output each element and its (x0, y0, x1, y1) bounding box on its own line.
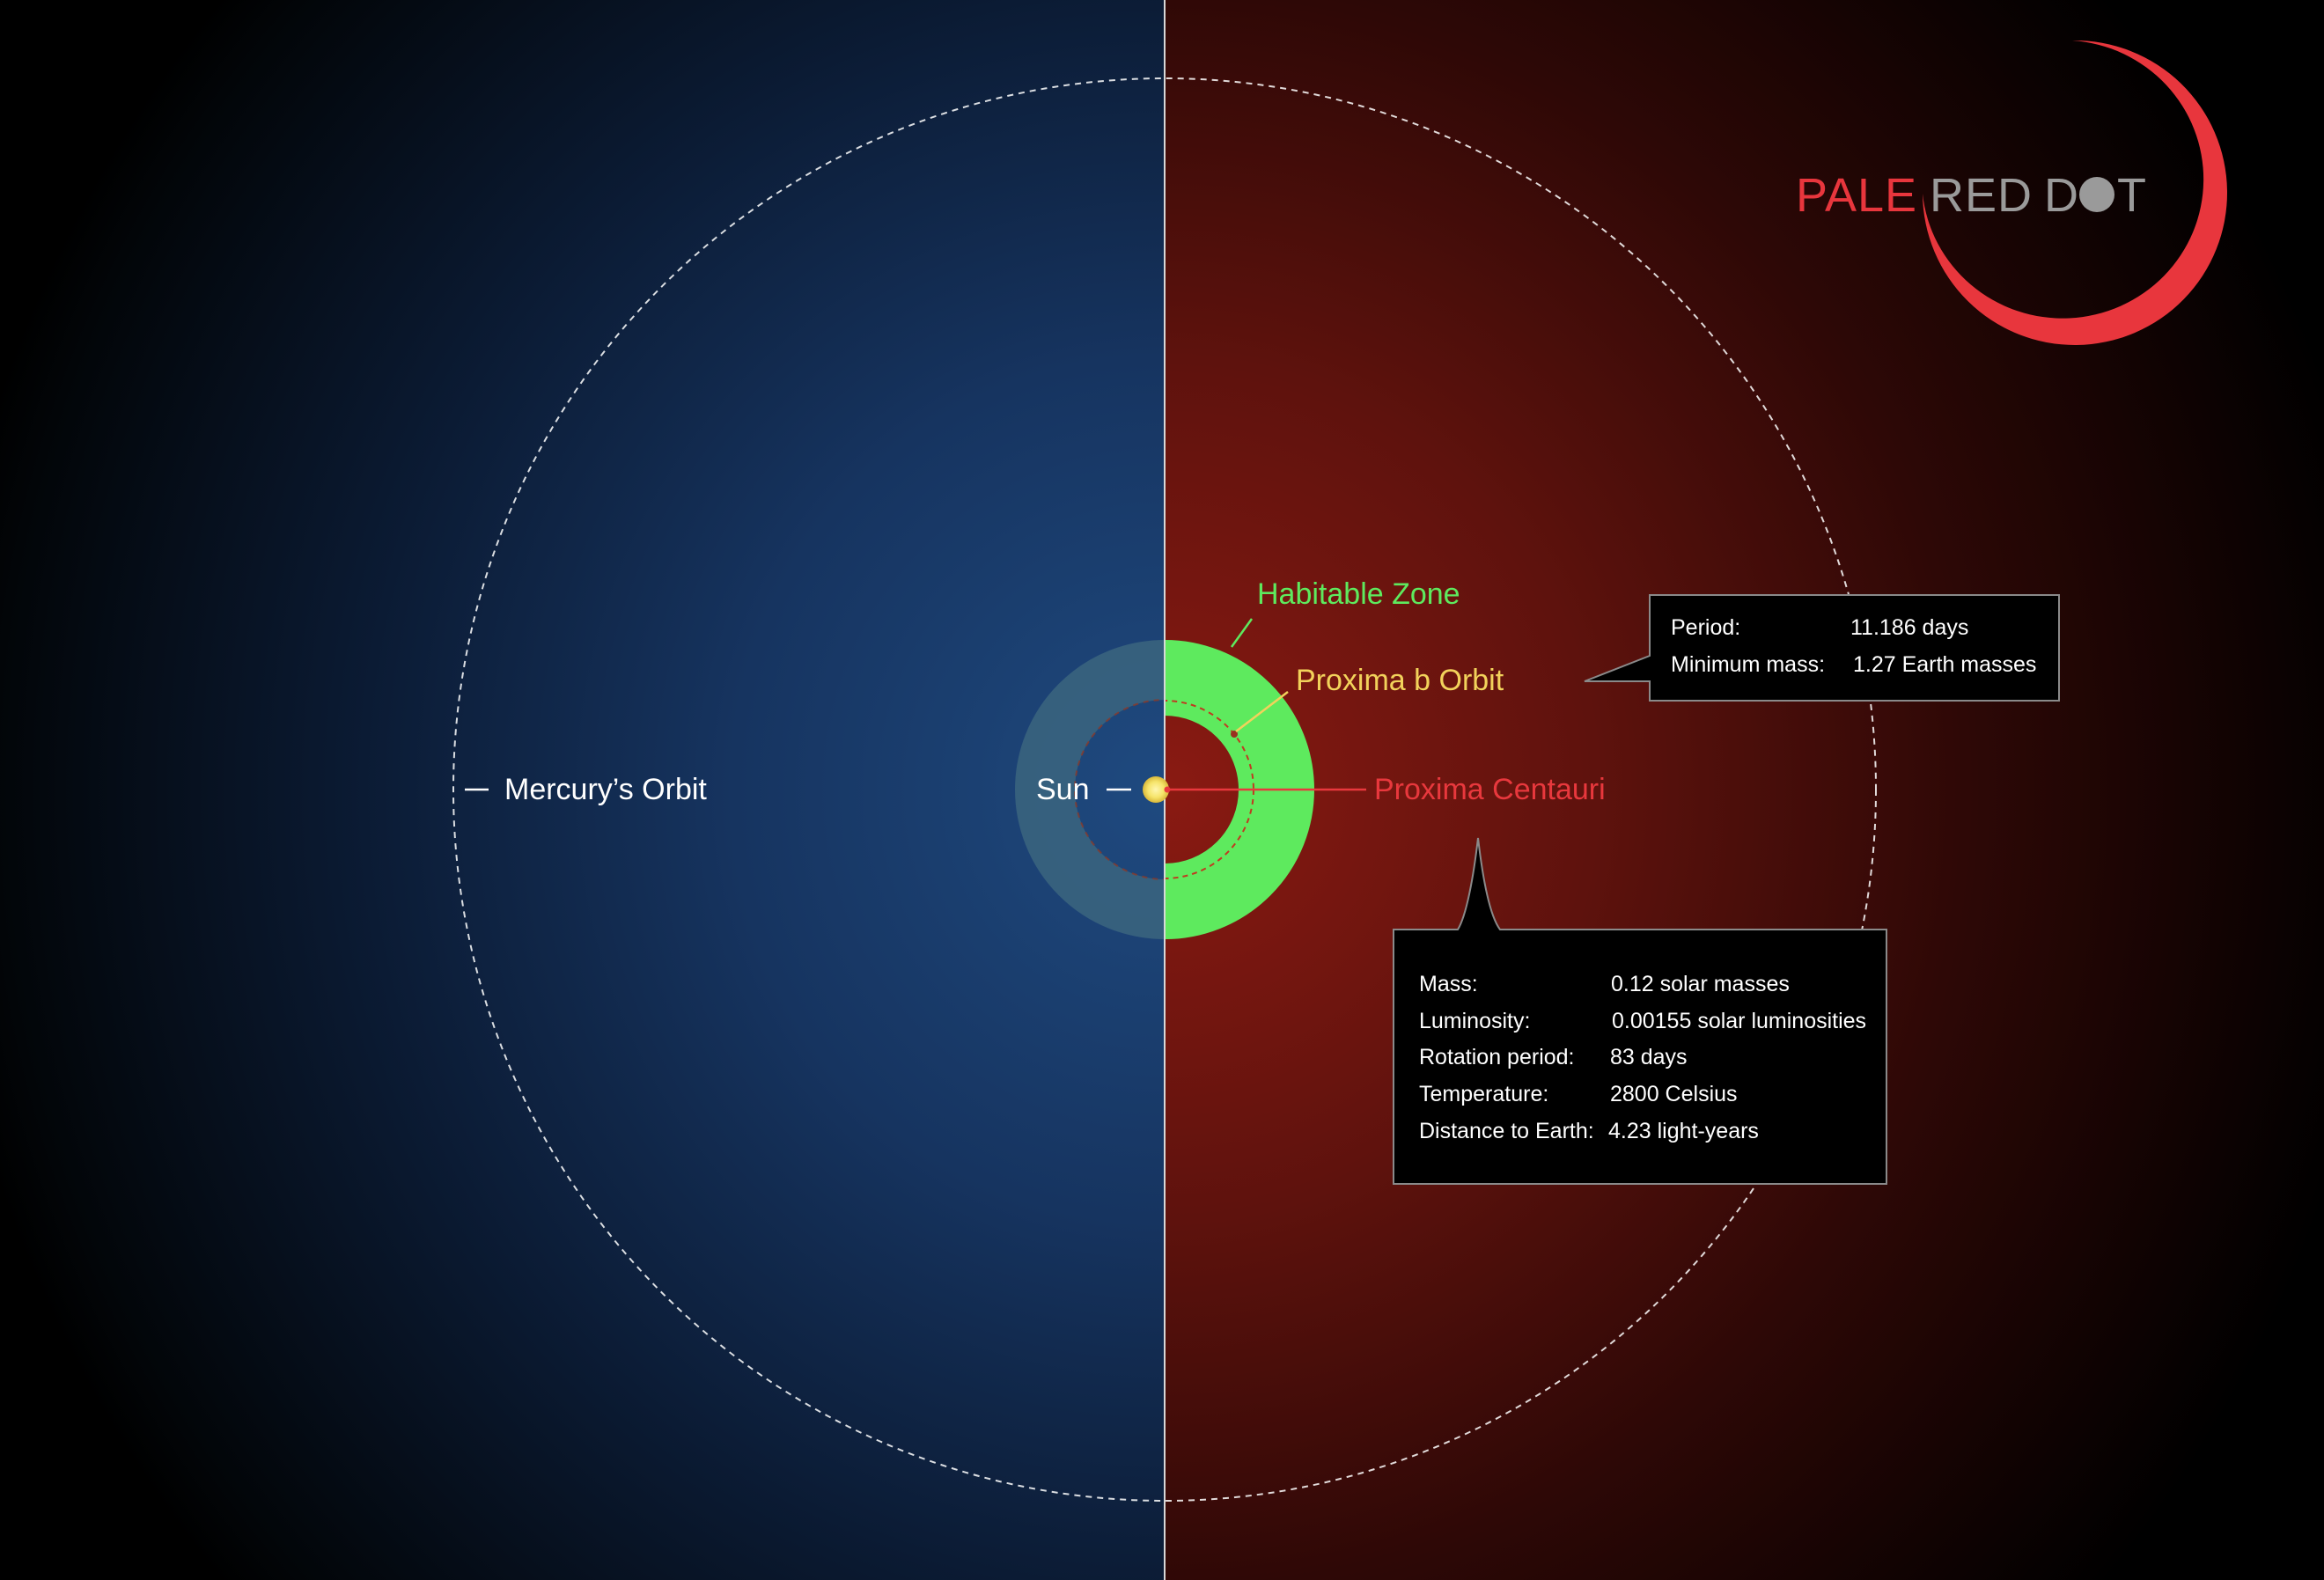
sun-habitable-zone (1015, 640, 1165, 939)
proxima-b-orbit-leader (1235, 691, 1289, 732)
star-rotation-key: Rotation period: (1419, 1045, 1575, 1069)
logo-dot-o (2079, 177, 2114, 212)
star-info-box-outline (1393, 837, 1887, 1185)
star-temperature-value: 2800 Celsius (1610, 1082, 1738, 1106)
mercury-orbit (452, 77, 1877, 1502)
planet-mass-value: 1.27 Earth masses (1853, 652, 2036, 677)
star-distance-key: Distance to Earth: (1419, 1119, 1594, 1143)
planet-info-box: Period: 11.186 days Minimum mass: 1.27 E… (1584, 594, 2060, 702)
habitable-zone-label: Habitable Zone (1257, 577, 1460, 611)
planet-period-key: Period: (1671, 615, 1740, 640)
star-rotation-value: 83 days (1610, 1045, 1688, 1069)
mercury-orbit-label: Mercury’s Orbit (504, 773, 707, 806)
logo-letter-t: T (2117, 169, 2147, 222)
pale-red-dot-logo: PALE RED D T (1796, 40, 2227, 345)
proxima-b-planet (1231, 731, 1238, 738)
sun-dot (1143, 776, 1169, 803)
star-info-box: Mass: 0.12 solar masses Luminosity: 0.00… (1393, 837, 1887, 1185)
planet-period-value: 11.186 days (1850, 615, 1968, 640)
sun-label: Sun (1036, 773, 1090, 806)
planet-info-box-outline (1584, 594, 2060, 702)
star-mass-value: 0.12 solar masses (1611, 972, 1790, 996)
star-distance-value: 4.23 light-years (1608, 1119, 1759, 1143)
proxima-centauri-dot (1164, 786, 1171, 793)
logo-word-red: RED (1930, 169, 2033, 222)
proxima-centauri-label: Proxima Centauri (1374, 773, 1606, 806)
habitable-zone-leader (1230, 618, 1254, 648)
logo-word-pale: PALE (1796, 169, 1917, 222)
star-luminosity-value: 0.00155 solar luminosities (1612, 1009, 1866, 1033)
proxima-b-orbit-label: Proxima b Orbit (1296, 664, 1504, 697)
logo-letter-d: D (2044, 169, 2079, 222)
star-mass-key: Mass: (1419, 972, 1478, 996)
left-background (0, 0, 1165, 1580)
star-temperature-key: Temperature: (1419, 1082, 1548, 1106)
star-luminosity-key: Luminosity: (1419, 1009, 1530, 1033)
planet-mass-key: Minimum mass: (1671, 652, 1825, 677)
